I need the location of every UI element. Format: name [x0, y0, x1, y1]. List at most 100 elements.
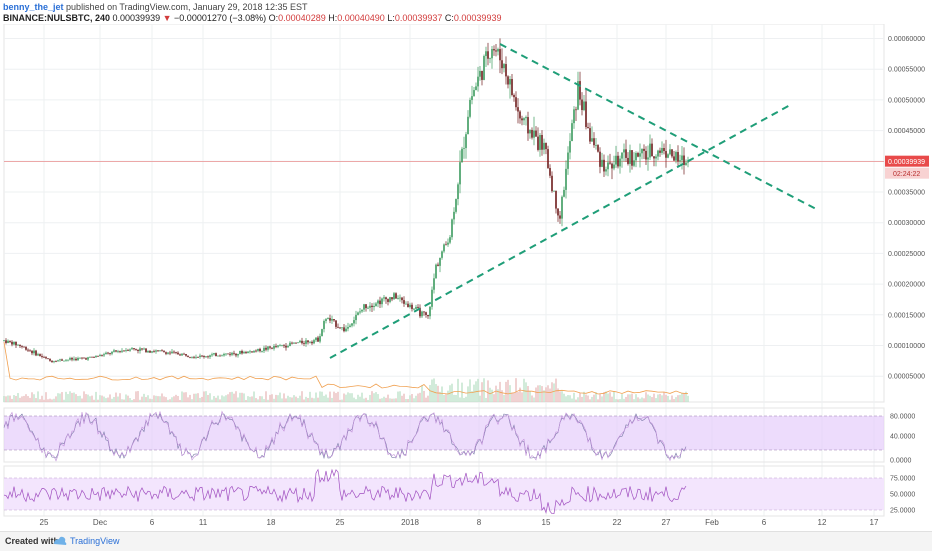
- volume-bar: [285, 398, 287, 402]
- candle-body: [525, 117, 527, 119]
- volume-bar: [565, 396, 567, 402]
- candle-body: [467, 116, 469, 135]
- author-link[interactable]: benny_the_jet: [3, 2, 64, 12]
- candle-body: [207, 356, 209, 358]
- volume-bar: [469, 379, 471, 402]
- candle-body: [399, 297, 401, 299]
- candle-body: [573, 109, 575, 124]
- rsi-tick-label: 50.0000: [890, 492, 915, 499]
- stoch-tick-label: 0.0000: [890, 458, 912, 465]
- candle-body: [409, 304, 411, 308]
- candle-body: [79, 357, 81, 359]
- candle-body: [99, 354, 101, 357]
- volume-bar: [41, 395, 43, 402]
- high-value: 0.00040490: [337, 13, 385, 23]
- volume-bar: [395, 398, 397, 402]
- candle-body: [127, 349, 129, 351]
- candle-body: [189, 356, 191, 358]
- close-value: 0.00039939: [453, 13, 502, 23]
- candle-body: [265, 347, 267, 350]
- candle-body: [579, 81, 581, 100]
- volume-bar: [123, 399, 125, 402]
- candle-body: [471, 96, 473, 100]
- volume-bar: [591, 396, 593, 402]
- candle-body: [317, 337, 319, 342]
- candle-body: [313, 340, 315, 344]
- candle-body: [651, 143, 653, 157]
- symbol-label[interactable]: BINANCE:NULSBTC, 240: [3, 13, 111, 23]
- volume-bar: [181, 391, 183, 402]
- price-tick-label: 0.00035000: [888, 190, 925, 197]
- volume-bar: [683, 393, 685, 402]
- candle-body: [565, 168, 567, 190]
- volume-bar: [363, 398, 365, 402]
- volume-bar: [617, 399, 619, 402]
- candle-body: [223, 353, 225, 356]
- volume-bar: [245, 399, 247, 402]
- volume-bar: [399, 391, 401, 402]
- candle-body: [417, 306, 419, 308]
- candlesticks[interactable]: [3, 38, 689, 364]
- volume-bar: [571, 398, 573, 402]
- volume-bar: [207, 394, 209, 402]
- volume-bar: [219, 399, 221, 402]
- volume-bar: [563, 393, 565, 402]
- volume-bar: [599, 393, 601, 402]
- candle-body: [647, 157, 649, 160]
- candle-body: [253, 350, 255, 353]
- trendline-drawings[interactable]: [329, 43, 819, 359]
- volume-bar: [13, 395, 15, 402]
- candle-body: [281, 345, 283, 347]
- volume-bar: [211, 399, 213, 402]
- ohlc-line: BINANCE:NULSBTC, 240 0.00039939 ▼ −0.000…: [3, 13, 501, 23]
- candle-body: [653, 156, 655, 159]
- volume-bar: [139, 399, 141, 402]
- tradingview-brand[interactable]: TradingView: [70, 536, 120, 546]
- candle-body: [643, 148, 645, 151]
- volume-bar: [655, 398, 657, 402]
- candle-body: [123, 350, 125, 352]
- candle-body: [235, 353, 237, 356]
- candle-body: [315, 337, 317, 341]
- time-axis[interactable]: 25 Dec 6 11 18 25 2018 8 15 22 27 Feb 6 12 17: [40, 518, 879, 527]
- volume-bar: [397, 391, 399, 402]
- candle-body: [89, 356, 91, 358]
- volume-bar: [91, 395, 93, 402]
- candle-body: [149, 351, 151, 353]
- volume-bar: [409, 395, 411, 402]
- price-axis[interactable]: 0.00060000 0.00055000 0.00050000 0.00045000…: [885, 36, 929, 515]
- candle-body: [211, 354, 213, 356]
- volume-bar: [297, 398, 299, 402]
- volume-bar: [389, 398, 391, 402]
- candle-body: [515, 97, 517, 108]
- candle-body: [51, 360, 53, 363]
- volume-bar: [477, 378, 479, 402]
- candle-body: [9, 340, 11, 342]
- candle-body: [305, 340, 307, 344]
- volume-bar: [595, 392, 597, 402]
- volume-bar: [439, 391, 441, 402]
- chart-canvas[interactable]: 0.00060000 0.00055000 0.00050000 0.00045000…: [0, 24, 932, 531]
- volume-bar: [457, 378, 459, 402]
- candle-body: [191, 356, 193, 358]
- candle-body: [61, 359, 63, 361]
- volume-bar: [465, 396, 467, 402]
- open-value: 0.00040289: [278, 13, 326, 23]
- candle-body: [595, 145, 597, 146]
- price-change: −0.00001270 (−3.08%): [174, 13, 267, 23]
- candle-body: [197, 356, 199, 358]
- candle-body: [617, 155, 619, 167]
- volume-bar: [471, 391, 473, 402]
- candle-body: [551, 175, 553, 192]
- volume-bar: [611, 396, 613, 402]
- volume-bar: [95, 391, 97, 402]
- price-tick-label: 0.00015000: [888, 312, 925, 319]
- volume-bar: [61, 392, 63, 402]
- volume-bar: [155, 395, 157, 402]
- volume-bar: [503, 394, 505, 402]
- candle-body: [225, 353, 227, 355]
- candle-body: [663, 148, 665, 152]
- candle-body: [355, 314, 357, 321]
- candle-body: [499, 49, 501, 61]
- volume-bar: [117, 396, 119, 402]
